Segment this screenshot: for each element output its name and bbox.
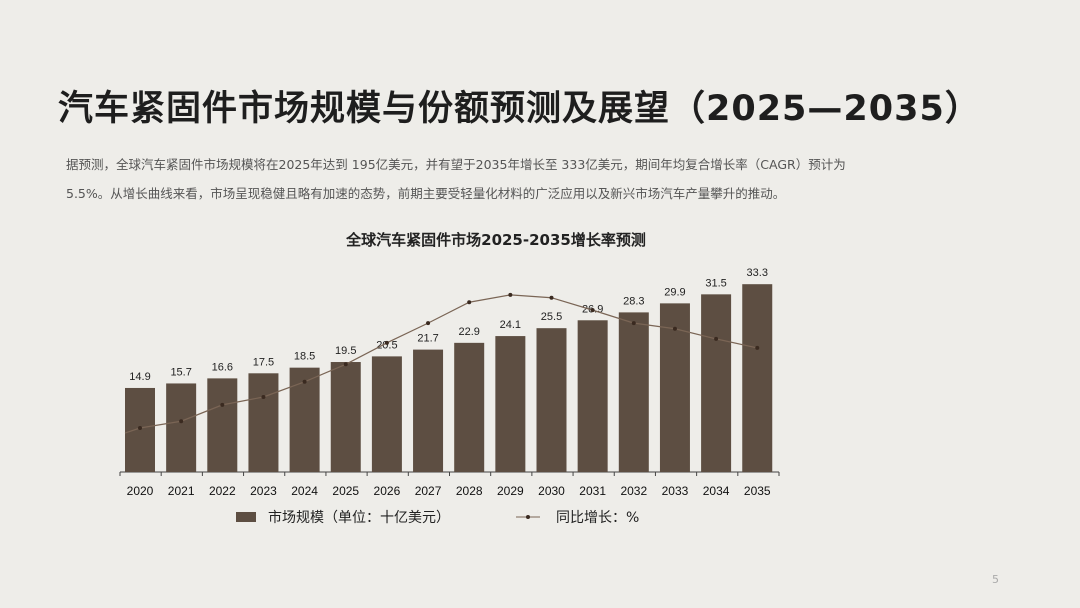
growth-point-2026	[384, 340, 389, 345]
bar-2025	[330, 362, 361, 472]
growth-point-2024	[302, 379, 307, 384]
growth-point-2028	[467, 300, 472, 305]
x-tick-label: 2034	[703, 484, 730, 498]
x-tick-label: 2028	[456, 484, 483, 498]
bar-2028	[454, 342, 485, 472]
bar-2022	[207, 378, 238, 472]
legend-bar-label: 市场规模（单位：十亿美元）	[268, 510, 450, 526]
x-tick-label: 2033	[662, 484, 689, 498]
bar-value-label: 17.5	[253, 356, 274, 368]
growth-point-2034	[714, 336, 719, 341]
bar-2021	[166, 383, 197, 472]
x-tick-label: 2030	[538, 484, 565, 498]
x-tick-label: 2029	[497, 484, 524, 498]
bar-value-label: 28.3	[623, 295, 644, 307]
page-title: 汽车紧固件市场规模与份额预测及展望（2025—2035）	[58, 89, 981, 129]
bar-value-label: 14.9	[129, 371, 150, 383]
bar-2035	[742, 284, 773, 472]
bar-value-label: 19.5	[335, 345, 356, 357]
growth-point-2032	[631, 321, 636, 326]
growth-point-2029	[508, 292, 513, 297]
page-number: 5	[992, 573, 999, 586]
growth-point-2030	[549, 295, 554, 300]
bar-value-label: 33.3	[747, 267, 768, 279]
legend-bar: 市场规模（单位：十亿美元）	[236, 507, 450, 527]
legend-line-label: 同比增长：%	[556, 510, 640, 526]
bar-value-label: 24.1	[500, 319, 521, 331]
bar-value-label: 31.5	[705, 277, 726, 289]
bar-2034	[701, 294, 732, 472]
x-tick-label: 2023	[250, 484, 277, 498]
bar-value-label: 18.5	[294, 351, 315, 363]
growth-point-2020	[138, 426, 142, 431]
chart-title: 全球汽车紧固件市场2025-2035增长率预测	[346, 231, 646, 249]
legend-bar-swatch	[236, 512, 256, 522]
x-tick-label: 2035	[744, 484, 771, 498]
x-tick-label: 2027	[415, 484, 442, 498]
bar-2031	[577, 320, 608, 472]
bar-2030	[536, 328, 567, 472]
x-tick-label: 2031	[579, 484, 606, 498]
growth-point-2031	[590, 308, 595, 313]
growth-point-2021	[179, 419, 184, 424]
x-tick-label: 2021	[168, 484, 195, 498]
bar-value-label: 29.9	[664, 286, 685, 298]
x-tick-label: 2024	[291, 484, 318, 498]
bar-2032	[618, 312, 649, 472]
bar-value-label: 25.5	[541, 311, 562, 323]
x-tick-label: 2022	[209, 484, 236, 498]
growth-point-2022	[220, 402, 225, 407]
legend-line-marker-icon	[516, 515, 540, 519]
bar-2029	[495, 336, 526, 472]
legend-line: 同比增长：%	[516, 507, 639, 527]
growth-point-2023	[261, 394, 266, 399]
growth-point-2035	[755, 345, 760, 350]
bar-value-label: 15.7	[170, 366, 191, 378]
x-tick-label: 2025	[332, 484, 359, 498]
growth-point-2027	[426, 321, 431, 326]
bar-value-label: 20.5	[376, 339, 397, 351]
x-tick-label: 2020	[127, 484, 154, 498]
growth-point-2025	[343, 362, 348, 367]
bar-2023	[248, 373, 279, 472]
x-tick-label: 2032	[620, 484, 647, 498]
description-text: 据预测，全球汽车紧固件市场规模将在2025年达到 195亿美元，并有望于2035…	[66, 157, 846, 201]
growth-point-2033	[672, 326, 677, 331]
x-tick-label: 2026	[374, 484, 401, 498]
bar-value-label: 16.6	[212, 361, 233, 373]
bar-2026	[371, 356, 402, 472]
bar-2027	[413, 349, 444, 472]
bar-value-label: 21.7	[417, 333, 438, 345]
bar-value-label: 22.9	[458, 326, 479, 338]
